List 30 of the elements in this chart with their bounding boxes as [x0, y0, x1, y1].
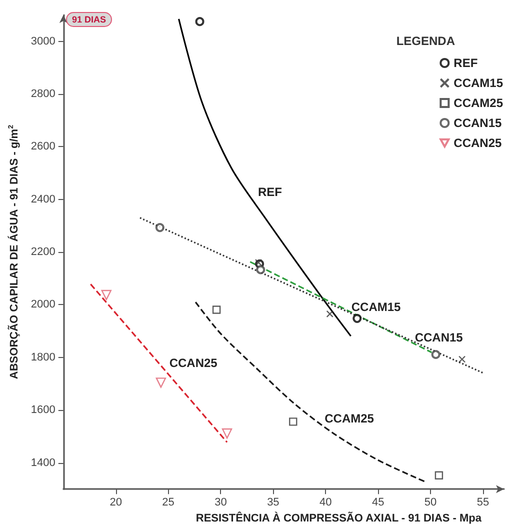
y-tick-label: 2600 [30, 140, 56, 153]
x-tick-label: 35 [267, 496, 280, 509]
y-tick-label: 2200 [30, 246, 56, 258]
x-tick-label: 55 [476, 496, 490, 509]
x-tick-label: 50 [424, 496, 437, 509]
x-tick-label: 30 [214, 496, 227, 509]
y-tick-label: 1800 [30, 351, 56, 364]
y-tick-label: 3000 [30, 35, 56, 48]
legend-label: REF [454, 56, 478, 70]
legend-title: LEGENDA [396, 34, 456, 48]
y-tick-label: 2000 [30, 298, 56, 311]
x-tick-label: 25 [162, 496, 174, 509]
y-tick-label: 1400 [30, 456, 56, 469]
series-label: CCAN15 [414, 330, 464, 344]
y-tick-label: 1600 [30, 404, 56, 416]
legend-label: CCAM15 [454, 76, 504, 90]
legend-label: CCAM25 [454, 96, 504, 110]
x-tick-label: 40 [320, 496, 332, 509]
y-tick-label: 2800 [30, 88, 56, 100]
series-label: CCAM25 [324, 412, 374, 426]
y-tick-label: 2400 [30, 193, 56, 206]
legend-label: CCAN25 [454, 136, 502, 150]
x-axis-title: RESISTÊNCIA À COMPRESSÃO AXIAL - 91 DIAS - Mpa [196, 512, 482, 524]
annotation: 91 DIAS [72, 14, 106, 24]
series-label: REF [258, 184, 282, 199]
series-label: CCAM15 [351, 300, 402, 314]
x-tick-label: 45 [372, 496, 384, 509]
x-tick-label: 20 [110, 496, 122, 509]
legend-label: CCAN15 [454, 116, 502, 130]
series-label: CCAN25 [169, 356, 218, 370]
